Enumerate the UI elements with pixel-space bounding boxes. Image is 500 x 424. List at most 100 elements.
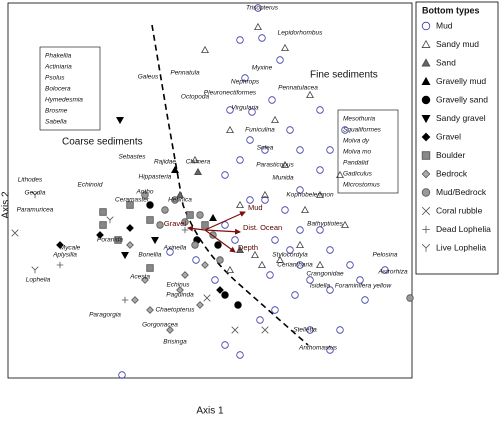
data-point [296,186,304,194]
data-point [176,286,184,294]
data-point [271,306,279,314]
box-item: Actiniaria [44,64,72,71]
data-point [166,326,174,334]
data-point [96,231,104,239]
data-point [306,326,314,334]
data-point [191,155,199,164]
data-point [194,167,202,176]
legend-marker [421,188,431,197]
data-point [31,191,39,199]
data-point [31,266,39,274]
data-point [236,200,244,209]
data-point [221,291,229,299]
data-point [126,241,134,249]
data-point [221,221,229,229]
arrow-label: Depth [238,243,258,252]
data-point [141,191,149,199]
species-label: Octopoda [181,94,210,101]
legend-label: Dead Lophelia [436,224,491,234]
species-label: Pennatula [170,70,200,77]
legend-label: Mud [436,20,453,30]
data-point [226,125,234,134]
data-point [192,256,200,264]
species-label: Solea [257,145,274,152]
data-point [271,115,279,124]
data-point [196,301,204,309]
legend-label: Mud/Bedrock [436,187,487,197]
data-point [236,351,244,359]
data-point [171,165,179,174]
box-item: Molva mo [343,149,372,156]
env-arrow [204,228,241,235]
data-point [201,261,209,269]
data-point [234,301,242,309]
data-point [261,196,269,204]
data-point [226,106,234,114]
species-label: Paguinda [166,292,194,299]
data-point [326,346,334,354]
species-label: Hippasteria [139,174,172,181]
data-point [146,216,154,224]
species-label: Lophelia [26,277,51,284]
data-point [254,4,262,12]
data-point [326,286,334,294]
plot-frame [7,2,413,379]
legend-marker [421,21,431,31]
legend-label: Gravelly sand [436,94,488,104]
species-label: Lithodes [18,177,43,184]
species-label: Virgularia [231,105,259,112]
data-point [191,241,199,249]
legend-marker [421,76,431,85]
data-point [196,211,204,219]
data-point [356,276,364,284]
data-point [146,201,154,209]
data-point [126,201,134,209]
data-point [151,236,159,245]
env-arrow [187,225,206,232]
species-label: Munida [272,175,294,182]
data-point [11,229,19,237]
species-label: Nephrops [231,79,260,86]
data-point [181,218,189,226]
data-point [258,260,266,269]
legend-marker [421,115,431,124]
species-label: Stelletta [293,327,317,334]
species-label: Crangonidae [306,271,344,278]
data-point [261,326,269,334]
data-point [306,276,314,284]
species-label: Paragorgia [89,312,121,319]
data-point [316,226,324,234]
species-label: Foraminifera yellow [335,283,393,290]
data-point [216,256,224,264]
data-point [248,108,256,116]
data-point [276,255,284,264]
species-label: Pleuronectiformes [204,90,257,97]
legend-marker [421,95,431,105]
data-point [131,296,139,304]
box-item: Squaliformes [343,127,382,134]
data-point [176,190,184,199]
data-point [281,160,289,169]
data-point [231,236,239,244]
box-item: Mesothuria [343,116,376,123]
y-axis-label: Axis 2 [1,191,12,219]
box-item: Brosme [45,108,68,115]
box-item: Molva dy [343,138,370,145]
species-label: Echinoid [78,182,103,189]
data-point [226,265,234,274]
legend-marker [421,243,431,252]
data-point [118,371,126,379]
data-point [106,216,114,224]
data-point [286,246,294,254]
data-point [286,126,294,134]
data-point [296,146,304,154]
data-point [268,96,276,104]
box-item: Sabella [45,119,67,126]
data-point [216,286,224,294]
legend-marker [422,225,430,234]
data-point [251,250,259,259]
species-label: Rajidae [154,159,176,166]
data-point [258,34,266,42]
legend-marker [421,132,431,142]
